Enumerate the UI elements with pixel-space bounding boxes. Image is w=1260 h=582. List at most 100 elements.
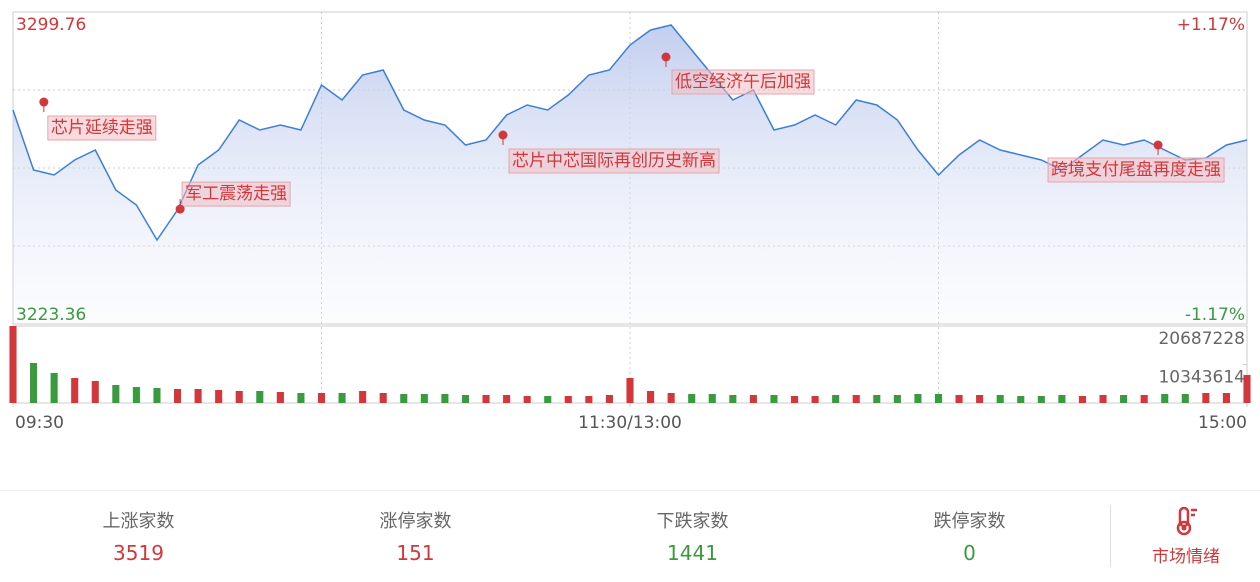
volume-bar <box>667 392 675 403</box>
sentiment-label[interactable]: 市场情绪 <box>1152 546 1220 567</box>
volume-bar <box>441 393 449 403</box>
stat-value: 3519 <box>113 541 164 565</box>
annotation: 低空经济午后加强 <box>661 52 815 95</box>
volume-bar <box>173 389 182 403</box>
annotation-dot <box>39 97 49 107</box>
volume-bar <box>1243 374 1251 403</box>
y2-tick-label: +1.17% <box>1177 15 1245 35</box>
volume-tick-label: 10343614 <box>1158 368 1245 388</box>
annotation-box <box>47 115 157 141</box>
volume-bar <box>420 393 428 403</box>
volume-bar <box>1037 395 1045 403</box>
volume-bar <box>564 395 572 403</box>
stats-bar: 上涨家数 3519 涨停家数 151 下跌家数 1441 跌停家数 0 市场情绪 <box>0 490 1260 581</box>
x-tick-label: 09:30 <box>15 413 64 433</box>
volume-tick-label: 20687228 <box>1158 329 1245 349</box>
thermometer-icon <box>1176 506 1197 535</box>
annotation-box <box>671 69 815 95</box>
volume-bar <box>873 395 881 403</box>
sentiment-button[interactable]: 市场情绪 <box>1110 505 1260 567</box>
stat-value: 0 <box>963 541 976 565</box>
volume-bar <box>626 377 634 403</box>
stat-label: 涨停家数 <box>379 511 452 532</box>
annotation-label: 芯片延续走强 <box>51 118 153 138</box>
volume-bar <box>1120 395 1128 403</box>
volume-bar <box>708 393 716 403</box>
volume-bar <box>585 395 593 403</box>
price-line <box>12 24 1248 242</box>
annotation-dot <box>498 130 508 140</box>
stat-item: 涨停家数 151 <box>277 491 554 581</box>
annotation-dot <box>661 52 671 62</box>
x-tick-label: 11:30/13:00 <box>578 413 682 433</box>
y-tick-label: 3299.76 <box>16 15 86 35</box>
volume-bar <box>379 392 387 403</box>
volume-bar <box>852 395 860 403</box>
volume-bar <box>770 395 778 403</box>
stat-item: 跌停家数 0 <box>831 491 1108 581</box>
volume-bar <box>482 395 490 403</box>
volume-bar <box>811 395 819 403</box>
volume-bar <box>1202 392 1210 403</box>
stat-value: 151 <box>396 541 435 565</box>
volume-bar <box>215 389 223 403</box>
volume-bar <box>132 386 140 403</box>
volume-bar <box>503 395 511 403</box>
volume-bar <box>605 395 613 403</box>
volume-bar <box>647 390 655 403</box>
volume-bar <box>749 395 757 403</box>
volume-bar <box>1222 392 1230 403</box>
x-tick-label: 15:00 <box>1198 413 1247 433</box>
annotation: 跨境支付尾盘再度走强 <box>1047 140 1225 183</box>
annotation-label: 跨境支付尾盘再度走强 <box>1051 160 1221 180</box>
annotation-dot <box>175 204 185 214</box>
stat-label: 上涨家数 <box>102 511 175 532</box>
volume-bar <box>71 377 79 403</box>
stat-item: 下跌家数 1441 <box>554 491 831 581</box>
volume-bar <box>194 389 202 403</box>
volume-bar <box>523 395 531 403</box>
y-tick-label: 3223.36 <box>16 305 86 325</box>
volume-bar <box>359 390 367 403</box>
volume-bar <box>30 362 38 403</box>
y2-tick-label: -1.17% <box>1185 305 1245 325</box>
stat-label: 下跌家数 <box>656 511 729 532</box>
annotation: 芯片中芯国际再创历史新高 <box>498 130 720 174</box>
volume-bar <box>729 395 737 403</box>
volume-bar <box>256 390 264 403</box>
volume-bar <box>9 326 17 403</box>
volume-bar <box>790 395 799 403</box>
annotation-box <box>508 148 720 174</box>
volume-bar <box>112 384 120 403</box>
stat-item: 上涨家数 3519 <box>0 491 277 581</box>
volume-bar <box>1078 395 1087 403</box>
annotation-dot <box>1153 140 1163 150</box>
volume-bar <box>1181 393 1189 403</box>
volume-bar <box>976 395 984 403</box>
volume-bar <box>1017 395 1025 403</box>
volume-bar <box>400 393 408 403</box>
price-area <box>13 25 1247 324</box>
volume-bar <box>91 380 99 403</box>
volume-bar <box>832 395 840 403</box>
volume-bar <box>934 393 943 403</box>
annotation-box <box>1047 157 1225 183</box>
chart: 3223.36 3299.76 -1.17% +1.17% 09:30 11:30/13:… <box>9 11 1251 433</box>
volume-bar <box>317 392 326 403</box>
volume-bar <box>50 372 58 403</box>
volume-bar <box>297 392 305 403</box>
annotation: 芯片延续走强 <box>39 97 157 141</box>
volume-bar <box>1161 393 1169 403</box>
annotation-label: 低空经济午后加强 <box>675 72 811 92</box>
annotation-label: 芯片中芯国际再创历史新高 <box>512 151 716 171</box>
volume-bar <box>235 390 243 403</box>
volume-bar <box>914 393 922 403</box>
volume-bar <box>688 393 696 403</box>
volume-bar <box>461 395 470 403</box>
stat-label: 跌停家数 <box>933 511 1006 532</box>
volume-bar <box>338 392 346 403</box>
annotation-box <box>181 181 291 207</box>
volume-bar <box>153 387 161 403</box>
volume-bar <box>893 395 901 403</box>
